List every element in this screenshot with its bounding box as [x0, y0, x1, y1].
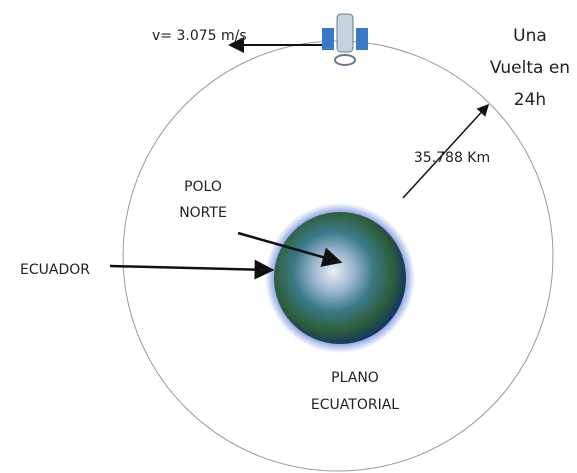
velocity-label: v= 3.075 m/s: [152, 28, 247, 44]
period-label: Vuelta en: [490, 58, 570, 78]
plane-label: PLANO: [331, 370, 379, 386]
altitude-label: 35.788 Km: [414, 150, 490, 166]
diagram: v= 3.075 m/s Una Vuelta en 24h 35.788 Km…: [0, 0, 577, 473]
satellite: [322, 14, 368, 65]
period-label: 24h: [514, 90, 546, 110]
equator-arrow: [110, 266, 272, 270]
plane-label: ECUATORIAL: [311, 397, 399, 413]
period-label: Una: [513, 26, 547, 46]
equator-label: ECUADOR: [20, 262, 90, 278]
pole-label: NORTE: [179, 205, 227, 221]
pole-label: POLO: [184, 179, 222, 195]
earth: [274, 212, 406, 344]
